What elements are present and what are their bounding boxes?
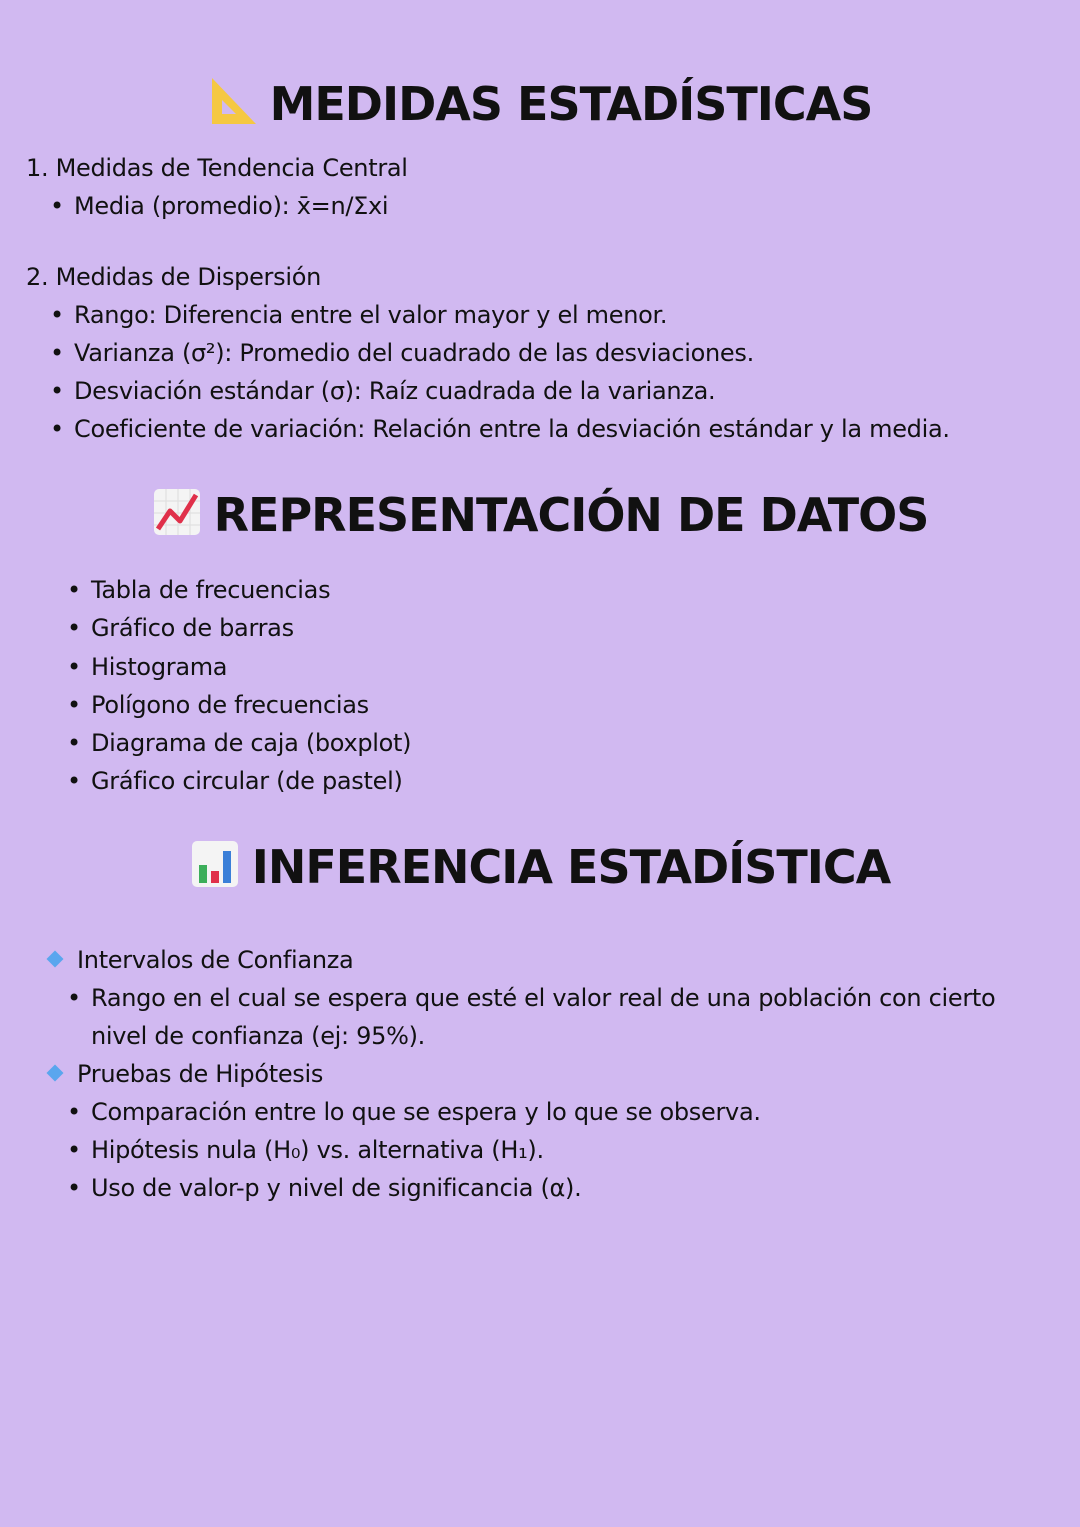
section-title-representacion: REPRESENTACIÓN DE DATOS [0, 487, 1080, 543]
diamond-icon [46, 950, 64, 968]
group-heading: Intervalos de Confianza [46, 943, 354, 977]
title-text: REPRESENTACIÓN DE DATOS [213, 488, 930, 542]
title-text: MEDIDAS ESTADÍSTICAS [269, 77, 874, 131]
list-item-continuation: nivel de confianza (ej: 95%). [91, 1022, 425, 1050]
bar-chart-icon [191, 841, 238, 887]
list-item: Tabla de frecuencias [67, 573, 331, 607]
group-heading-text: Pruebas de Hipótesis [77, 1060, 324, 1088]
list-item: Varianza (σ²): Promedio del cuadrado de … [50, 336, 754, 370]
triangular-ruler-icon [211, 78, 256, 124]
list-item: Comparación entre lo que se espera y lo … [67, 1095, 761, 1129]
list-item: Histograma [67, 650, 228, 684]
list-item: Coeficiente de variación: Relación entre… [50, 412, 950, 446]
list-item: Uso de valor-p y nivel de significancia … [67, 1171, 582, 1205]
list-item: Desviación estándar (σ): Raíz cuadrada d… [50, 374, 716, 408]
list-item: Media (promedio): x̄=n/Σxi [50, 189, 389, 223]
list-item: Rango: Diferencia entre el valor mayor y… [50, 298, 668, 332]
title-text: INFERENCIA ESTADÍSTICA [251, 840, 892, 894]
diamond-icon [46, 1064, 64, 1082]
group-heading-text: Intervalos de Confianza [77, 946, 354, 974]
list-item: Hipótesis nula (H₀) vs. alternativa (H₁)… [67, 1133, 544, 1167]
list-item: Gráfico de barras [67, 611, 294, 645]
group-heading: Pruebas de Hipótesis [46, 1057, 324, 1091]
subheading: 2. Medidas de Dispersión [26, 263, 321, 291]
section-title-medidas: MEDIDAS ESTADÍSTICAS [0, 76, 1080, 132]
subheading: 1. Medidas de Tendencia Central [26, 154, 408, 182]
section-title-inferencia: INFERENCIA ESTADÍSTICA [0, 839, 1080, 895]
list-item: Rango en el cual se espera que esté el v… [67, 981, 996, 1015]
list-item: Gráfico circular (de pastel) [67, 764, 403, 798]
list-item: Diagrama de caja (boxplot) [67, 726, 412, 760]
list-item: Polígono de frecuencias [67, 688, 369, 722]
chart-increasing-icon [153, 489, 200, 535]
